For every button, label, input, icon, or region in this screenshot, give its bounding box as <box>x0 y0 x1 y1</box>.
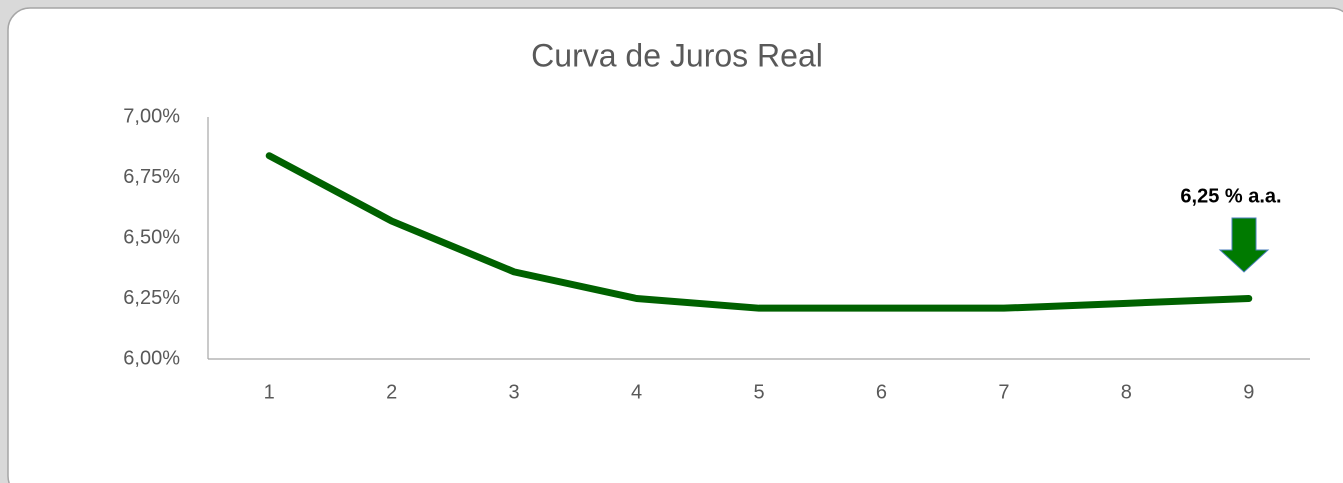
x-tick-label: 4 <box>631 381 642 403</box>
x-tick-label: 3 <box>509 381 520 403</box>
arrow <box>1218 217 1270 273</box>
annotation: 6,25 % a.a. <box>1180 185 1281 207</box>
x-tick-label: 8 <box>1121 381 1132 403</box>
x-tick-label: 9 <box>1243 381 1254 403</box>
y-tick-label: 6,50% <box>123 226 180 248</box>
line-series <box>265 152 1253 312</box>
x-tick-label: 1 <box>264 381 275 403</box>
x-tick-label: 6 <box>876 381 887 403</box>
x-tick-label: 2 <box>386 381 397 403</box>
y-tick-label: 6,00% <box>123 347 180 369</box>
x-tick-label: 7 <box>998 381 1009 403</box>
y-tick-label: 6,25% <box>123 287 180 309</box>
y-tick-label: 6,75% <box>123 166 180 188</box>
chart-title: Curva de Juros Real <box>531 37 823 73</box>
y-tick-label: 7,00% <box>123 105 180 127</box>
chart-card <box>7 7 1343 483</box>
x-tick-label: 5 <box>753 381 764 403</box>
